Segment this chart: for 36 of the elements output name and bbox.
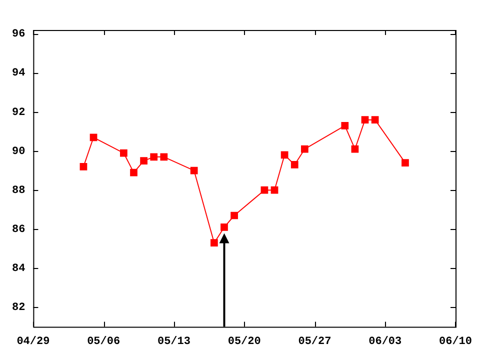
y-tick-label: 90 bbox=[12, 146, 26, 158]
point bbox=[80, 163, 88, 170]
y-tick-label: 86 bbox=[12, 224, 26, 236]
point bbox=[260, 186, 268, 194]
point bbox=[371, 116, 379, 124]
y-tick-label: 96 bbox=[12, 28, 26, 41]
point bbox=[280, 151, 288, 159]
y-tick-label: 92 bbox=[12, 106, 26, 119]
point bbox=[190, 166, 198, 174]
point bbox=[402, 159, 409, 166]
point bbox=[290, 161, 298, 168]
point bbox=[230, 212, 238, 220]
point bbox=[160, 153, 168, 161]
point bbox=[270, 186, 278, 194]
x-tick-label: 05/27 bbox=[298, 336, 332, 348]
x-tick-label: 05/13 bbox=[157, 336, 191, 348]
point bbox=[220, 224, 228, 231]
y-tick-label: 82 bbox=[12, 302, 26, 314]
point bbox=[300, 145, 308, 153]
x-tick-label: 06/10 bbox=[438, 336, 472, 348]
point bbox=[210, 239, 218, 247]
x-tick-label: 05/20 bbox=[228, 336, 261, 348]
point bbox=[361, 116, 369, 124]
point bbox=[341, 122, 349, 130]
point bbox=[120, 149, 128, 157]
y-tick-label: 84 bbox=[12, 262, 26, 275]
x-tick-label: 06/03 bbox=[368, 336, 402, 348]
y-tick-label: 94 bbox=[12, 68, 26, 80]
x-tick-label: 04/29 bbox=[16, 336, 50, 348]
point bbox=[90, 134, 98, 142]
point bbox=[351, 145, 359, 153]
y-tick-label: 88 bbox=[12, 184, 26, 197]
x-tick-label: 05/06 bbox=[87, 336, 120, 348]
point bbox=[150, 153, 158, 161]
point bbox=[140, 157, 148, 165]
point bbox=[130, 168, 138, 176]
